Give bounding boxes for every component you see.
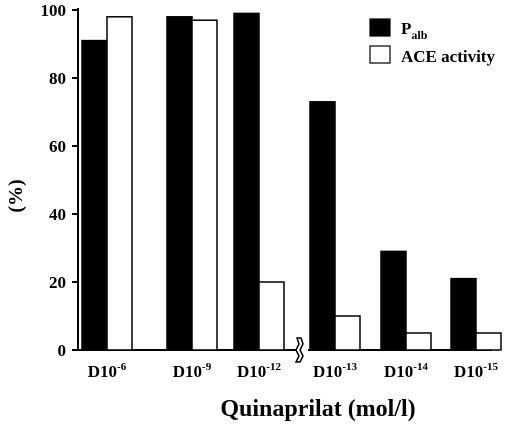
legend-swatch-palb — [369, 18, 391, 37]
bar-palb-2 — [233, 12, 260, 351]
x-axis-label: Quinaprilat (mol/l) — [220, 396, 415, 422]
y-tick-label: 80 — [49, 69, 66, 88]
bar-palb-1 — [166, 16, 193, 351]
bar-palb-4 — [380, 250, 407, 351]
x-tick-label: D10-15 — [454, 361, 498, 381]
axis-break-symbol — [294, 337, 304, 363]
bar-palb-3 — [309, 101, 336, 351]
legend-label-ace: ACE activity — [401, 47, 495, 66]
bar-ace-activity-0 — [106, 16, 133, 351]
y-tick-label: 60 — [49, 137, 66, 156]
x-tick-label: D10-6 — [88, 361, 127, 381]
bar-ace-activity-4 — [405, 332, 432, 351]
bars-group — [81, 12, 502, 351]
y-tick-label: 20 — [49, 273, 66, 292]
bar-ace-activity-5 — [475, 332, 502, 351]
bar-ace-activity-2 — [258, 281, 285, 351]
x-tick-label: D10-12 — [237, 361, 281, 381]
y-tick-label: 40 — [49, 205, 66, 224]
legend-swatch-ace — [369, 45, 391, 64]
legend: Palb ACE activity — [369, 18, 495, 66]
x-tick-label: D10-9 — [173, 361, 212, 381]
bar-palb-0 — [81, 39, 108, 351]
x-tick-label: D10-13 — [313, 361, 357, 381]
y-tick-label: 0 — [58, 341, 67, 360]
legend-label-palb: Palb — [401, 19, 428, 42]
y-axis-ticks: 0 20 40 60 80 100 — [41, 1, 78, 360]
y-axis-label: (%) — [5, 179, 27, 212]
bar-ace-activity-3 — [334, 315, 361, 351]
y-tick-label: 100 — [41, 1, 67, 20]
x-axis-tick-labels: D10-6 D10-9 D10-12 D10-13 D10-14 D10-15 — [88, 361, 499, 381]
x-tick-label: D10-14 — [384, 361, 428, 381]
bar-ace-activity-1 — [191, 19, 218, 351]
bar-palb-5 — [450, 277, 477, 351]
